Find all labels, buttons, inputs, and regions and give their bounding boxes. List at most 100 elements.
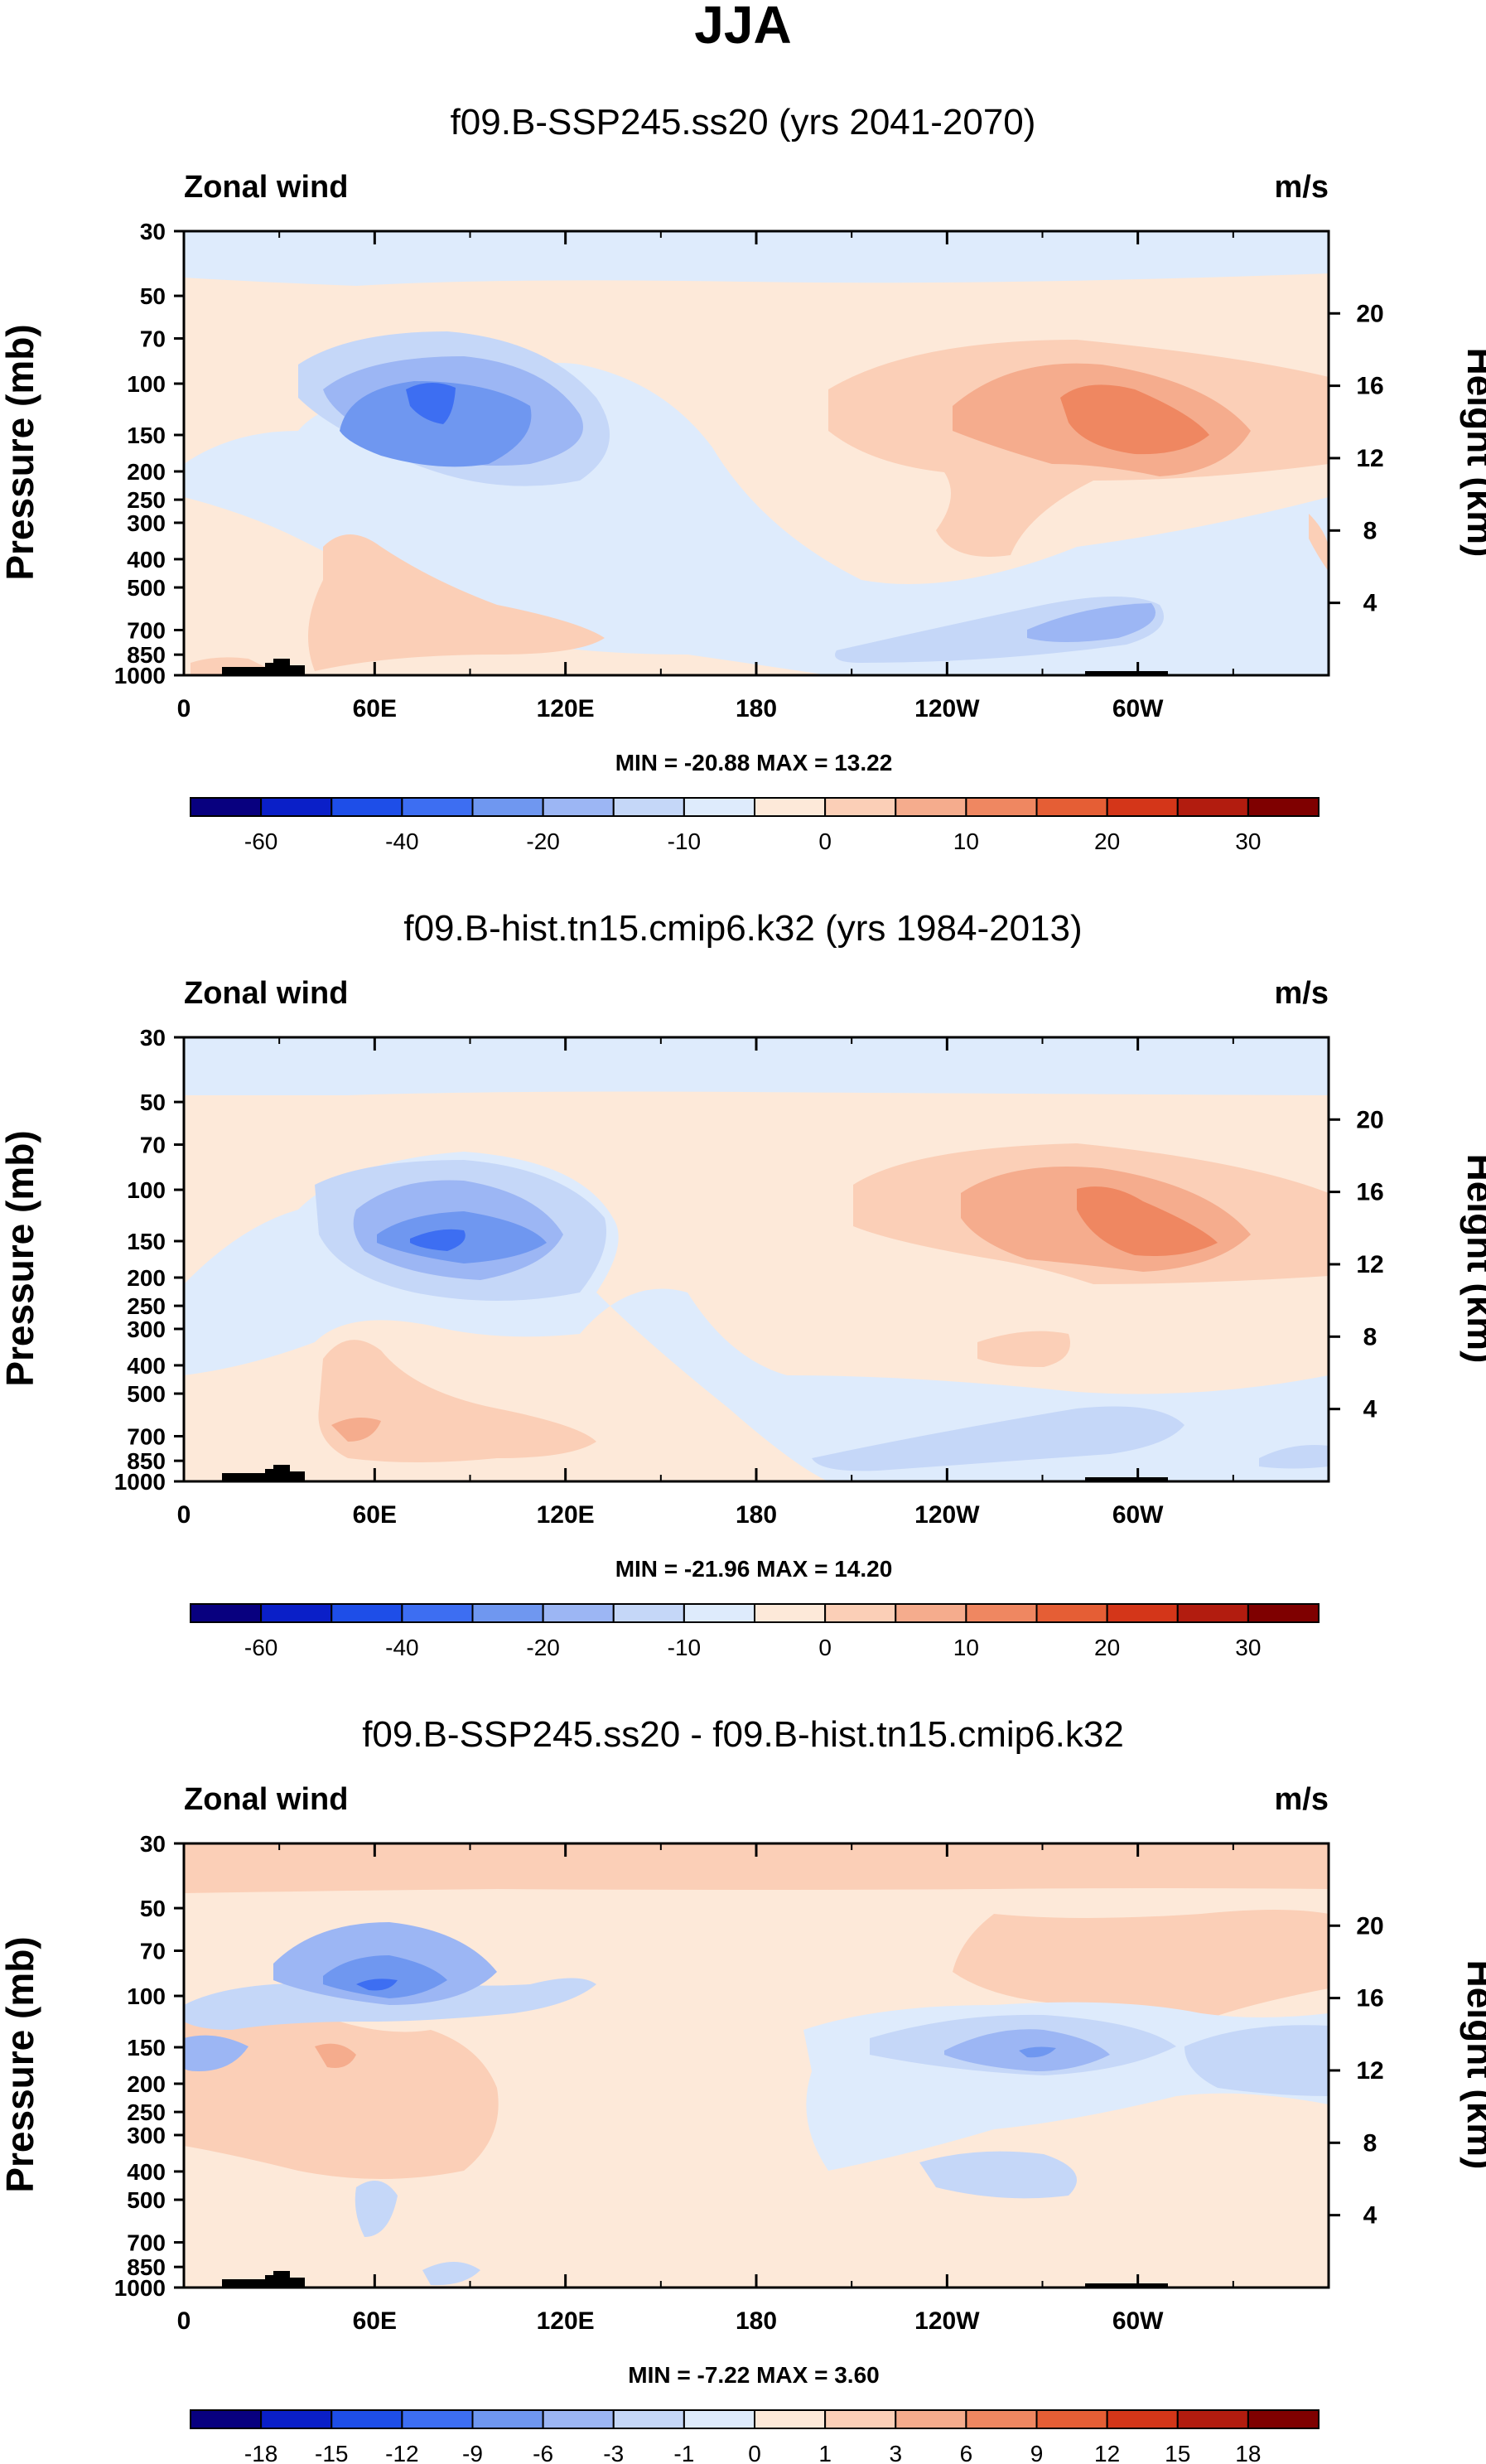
colorbar-swatch <box>895 797 967 817</box>
colorbar-swatch <box>1035 2409 1108 2429</box>
colorbar-label: 9 <box>1030 2441 1044 2464</box>
colorbar-swatch <box>330 1603 403 1623</box>
panel-3-y-tick-label: 150 <box>127 2035 166 2061</box>
panel-1-height-tick-label: 20 <box>1356 300 1383 327</box>
colorbar-label: 20 <box>1094 829 1120 854</box>
colorbar-label: -18 <box>244 2441 277 2464</box>
panel-3-y-tick-label: 1000 <box>114 2275 166 2301</box>
panel-1: f09.B-SSP245.ss20 (yrs 2041-2070) Zonal … <box>0 102 1486 854</box>
colorbar-swatch <box>824 1603 897 1623</box>
colorbar-label: -60 <box>244 1635 277 1660</box>
colorbar-label: 15 <box>1165 2441 1190 2464</box>
panel-2-y-tick-label: 150 <box>127 1229 166 1254</box>
panel-3-height-tick-label: 8 <box>1363 2129 1377 2157</box>
panel-2-x-tick-label: 60E <box>353 1501 397 1529</box>
panel-2-x-tick-label: 0 <box>177 1501 191 1529</box>
panel-1-x-tick-label: 180 <box>736 695 777 722</box>
panel-2-colorbar: -60 -40 -20 -10 0 10 20 30 <box>190 1603 1320 1660</box>
colorbar-swatch <box>260 1603 333 1623</box>
colorbar-swatch <box>1176 1603 1249 1623</box>
panel-3-x-tick-label: 60W <box>1112 2307 1164 2335</box>
panel-3-x-tick-label: 120E <box>537 2307 595 2335</box>
panel-2-y-tick-label: 100 <box>127 1177 166 1203</box>
panel-2-x-tick-label: 180 <box>736 1501 777 1529</box>
colorbar-label: -10 <box>668 829 701 854</box>
panel-3-y-tick-label: 700 <box>127 2230 166 2255</box>
panel-1-title: f09.B-SSP245.ss20 (yrs 2041-2070) <box>451 102 1036 143</box>
colorbar-swatch <box>401 797 474 817</box>
colorbar-swatch <box>1176 2409 1249 2429</box>
panel-2-y-tick-label: 250 <box>127 1293 166 1319</box>
panel-1-x-tick-label: 60W <box>1112 695 1164 722</box>
colorbar-swatch <box>683 1603 755 1623</box>
panel-3-colorbar: -18 -15 -12 -9 -6 -3 -1 0 1 3 6 9 12 15 18 <box>190 2409 1320 2464</box>
panel-3-variable-label: Zonal wind <box>184 1782 348 1817</box>
panel-1-y-tick-label: 400 <box>127 547 166 573</box>
colorbar-swatch <box>1247 797 1320 817</box>
colorbar-swatch <box>612 2409 685 2429</box>
panel-3-y-tick-label: 70 <box>140 1939 166 1964</box>
panel-1-y-tick-label: 500 <box>127 575 166 601</box>
colorbar-label: 1 <box>818 2441 832 2464</box>
colorbar-label: 30 <box>1235 1635 1261 1660</box>
panel-2-y-tick-label: 400 <box>127 1353 166 1379</box>
panel-2-y-tick-label: 1000 <box>114 1469 166 1495</box>
panel-3-units-label: m/s <box>1275 1782 1329 1817</box>
panel-1-y-tick-label: 70 <box>140 326 166 352</box>
colorbar-swatch <box>1106 2409 1179 2429</box>
panel-2-x-tick-label: 60W <box>1112 1501 1164 1529</box>
panel-3-y-tick-label: 100 <box>127 1983 166 2009</box>
panel-2-y-tick-label: 850 <box>127 1448 166 1474</box>
panel-2-y-tick-label: 200 <box>127 1265 166 1291</box>
panel-3-y-tick-label: 50 <box>140 1896 166 1921</box>
panel-2: f09.B-hist.tn15.cmip6.k32 (yrs 1984-2013… <box>0 908 1486 1660</box>
panel-3-y-tick-label: 850 <box>127 2254 166 2280</box>
colorbar-label: -1 <box>673 2441 694 2464</box>
colorbar-swatch <box>190 2409 263 2429</box>
panel-1-height-tick-label: 4 <box>1363 590 1377 617</box>
colorbar-swatch <box>1035 797 1108 817</box>
colorbar-swatch <box>330 797 403 817</box>
colorbar-label: -12 <box>385 2441 418 2464</box>
colorbar-label: -40 <box>385 1635 418 1660</box>
colorbar-label: 0 <box>818 1635 832 1660</box>
panel-3-x-tick-label: 0 <box>177 2307 191 2335</box>
panel-3-stats: MIN = -7.22 MAX = 3.60 <box>628 2362 879 2388</box>
panel-2-y-tick-label: 70 <box>140 1133 166 1158</box>
panel-2-ylabel: Pressure (mb) <box>0 1130 41 1386</box>
colorbar-swatch <box>754 1603 827 1623</box>
colorbar-swatch <box>190 797 263 817</box>
panel-2-x-tick-label: 120W <box>914 1501 980 1529</box>
colorbar-swatch <box>612 1603 685 1623</box>
panel-2-ylabel-right: Height (km) <box>1459 1154 1486 1364</box>
panel-2-y-tick-label: 500 <box>127 1381 166 1407</box>
panel-2-contour-field <box>184 1037 1329 1481</box>
colorbar-swatch <box>1106 797 1179 817</box>
colorbar-swatch <box>824 797 897 817</box>
panel-3-y-tick-label: 200 <box>127 2071 166 2097</box>
panel-1-y-tick-label: 1000 <box>114 663 166 688</box>
colorbar-swatch <box>471 2409 544 2429</box>
panel-3: f09.B-SSP245.ss20 - f09.B-hist.tn15.cmip… <box>0 1714 1486 2464</box>
panel-1-y-tick-label: 30 <box>140 219 166 244</box>
panel-3-height-tick-label: 20 <box>1356 1912 1383 1940</box>
panel-3-x-tick-label: 180 <box>736 2307 777 2335</box>
panel-1-contour-field <box>184 231 1329 675</box>
panel-2-y-tick-label: 30 <box>140 1025 166 1051</box>
panel-2-x-tick-label: 120E <box>537 1501 595 1529</box>
colorbar-swatch <box>895 1603 967 1623</box>
colorbar-swatch <box>471 797 544 817</box>
panel-1-y-tick-label: 250 <box>127 487 166 513</box>
colorbar-label: 10 <box>953 829 979 854</box>
panel-1-stats: MIN = -20.88 MAX = 13.22 <box>615 750 893 775</box>
panel-2-variable-label: Zonal wind <box>184 976 348 1011</box>
colorbar-swatch <box>542 797 615 817</box>
panel-1-y-tick-label: 50 <box>140 283 166 309</box>
panel-1-y-tick-label: 100 <box>127 371 166 397</box>
colorbar-swatch <box>683 797 755 817</box>
colorbar-label: 0 <box>818 829 832 854</box>
panel-3-height-tick-label: 4 <box>1363 2202 1377 2230</box>
panel-2-y-tick-label: 300 <box>127 1317 166 1342</box>
panel-3-height-tick-label: 16 <box>1356 1985 1383 2012</box>
